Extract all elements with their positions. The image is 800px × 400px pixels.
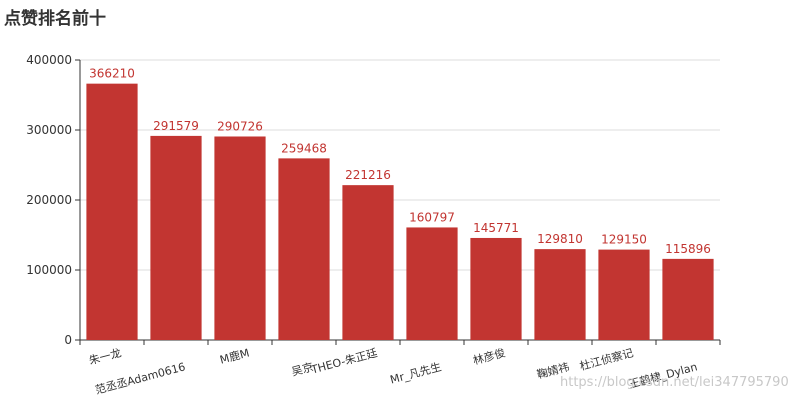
- y-tick-label: 100000: [26, 263, 72, 277]
- x-tick-label: Mr_凡先生: [388, 359, 442, 386]
- bar: [534, 249, 586, 340]
- x-tick-label: 杜江侦察记: [578, 345, 635, 373]
- bar-value-label: 290726: [217, 119, 263, 133]
- bar-value-label: 366210: [89, 67, 135, 81]
- x-tick-label: 林彦俊: [471, 345, 506, 367]
- bar-value-label: 160797: [409, 210, 455, 224]
- bar: [86, 83, 138, 340]
- bar: [150, 135, 202, 340]
- bar: [214, 136, 266, 340]
- bar: [278, 158, 330, 340]
- bar-value-label: 259468: [281, 141, 327, 155]
- bar: [406, 227, 458, 340]
- y-tick-label: 300000: [26, 123, 72, 137]
- y-tick-label: 0: [64, 333, 72, 347]
- y-tick-label: 400000: [26, 53, 72, 67]
- chart-title: 点赞排名前十: [4, 9, 106, 29]
- x-tick-label: THEO-朱正廷: [309, 346, 379, 376]
- bar: [342, 185, 394, 340]
- x-tick-label: M鹿M: [218, 345, 251, 366]
- bar: [470, 237, 522, 340]
- bar-value-label: 145771: [473, 221, 519, 235]
- bar-value-label: 129810: [537, 232, 583, 246]
- x-tick-label: 朱一龙: [88, 346, 123, 367]
- bar-value-label: 221216: [345, 168, 391, 182]
- bar: [598, 249, 650, 340]
- y-tick-label: 200000: [26, 193, 72, 207]
- watermark: https://blog.csdn.net/lei347795790: [560, 375, 789, 390]
- x-tick-label: 范丞丞Adam0616: [94, 359, 187, 397]
- bar-value-label: 291579: [153, 119, 199, 133]
- bar-value-label: 129150: [601, 233, 647, 247]
- x-tick-label: 吴京: [290, 359, 315, 378]
- bar-value-label: 115896: [665, 242, 711, 256]
- bar: [662, 258, 714, 340]
